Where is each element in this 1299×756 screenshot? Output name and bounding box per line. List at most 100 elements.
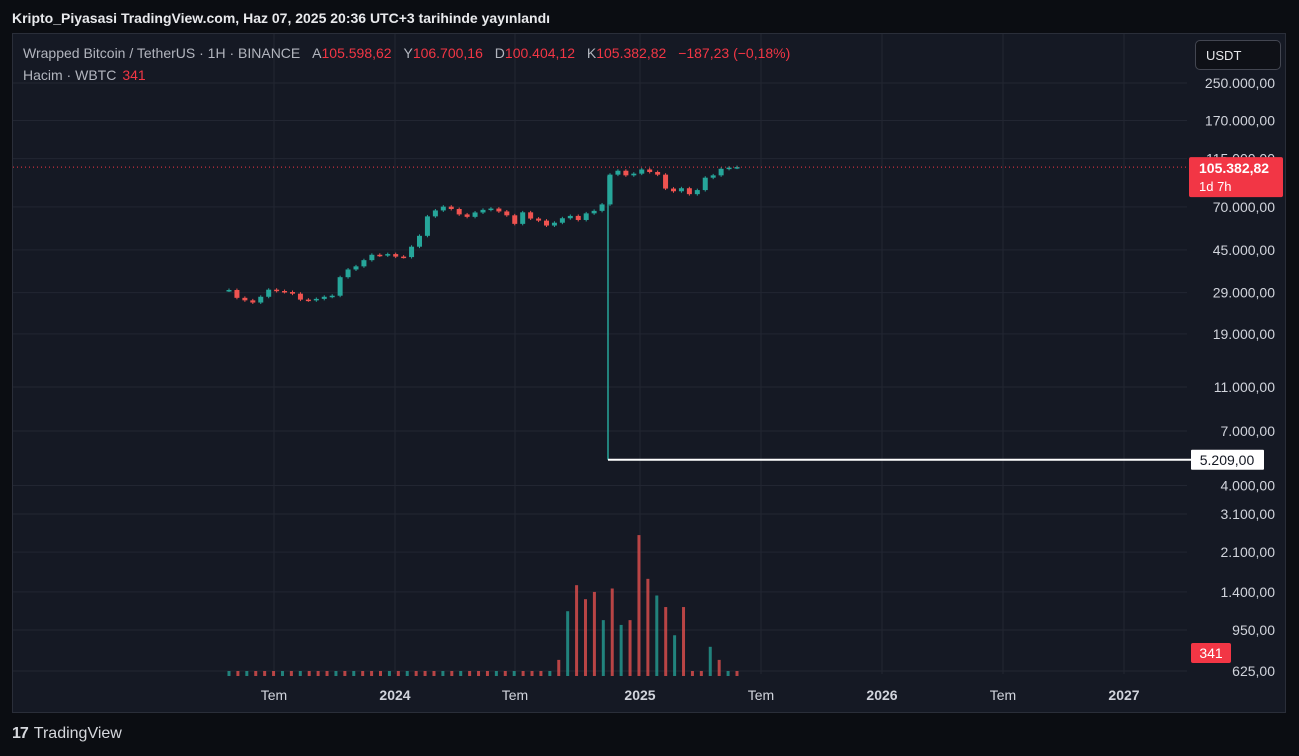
y-tick-label: 170.000,00	[1205, 113, 1275, 129]
volume-bar	[619, 624, 623, 676]
candle-body	[472, 212, 478, 217]
candle-body	[393, 254, 399, 257]
x-tick-label: Tem	[990, 687, 1016, 703]
candle-body	[297, 293, 303, 300]
volume-bar	[664, 607, 668, 676]
candle-body	[599, 204, 605, 211]
candle-body	[663, 174, 669, 189]
volume-bar	[628, 620, 632, 676]
candle-body	[488, 208, 494, 211]
volume-label[interactable]: Hacim · WBTC	[23, 67, 117, 83]
volume-bar	[334, 671, 338, 676]
x-tick-label: Tem	[261, 687, 287, 703]
chart-pane[interactable]: 250.000,00170.000,00115.000,0070.000,004…	[12, 33, 1286, 713]
y-tick-label: 19.000,00	[1213, 326, 1275, 342]
volume-bar	[263, 671, 267, 676]
volume-bar	[289, 671, 293, 676]
volume-bar	[245, 671, 249, 676]
volume-bar	[477, 671, 481, 676]
volume-bar	[726, 671, 730, 676]
chart-canvas[interactable]: 250.000,00170.000,00115.000,0070.000,004…	[13, 34, 1285, 712]
candle-body	[583, 213, 589, 220]
x-tick-label: 2024	[379, 687, 410, 703]
volume-badge	[1191, 643, 1231, 663]
volume-bar	[272, 671, 276, 676]
y-tick-label: 7.000,00	[1221, 423, 1276, 439]
candle-body	[266, 289, 272, 297]
y-tick-label: 950,00	[1232, 622, 1275, 638]
y-tick-label: 45.000,00	[1213, 242, 1275, 258]
tradingview-brand[interactable]: 17 TradingView	[12, 725, 122, 743]
x-tick-label: 2027	[1108, 687, 1139, 703]
volume-bar	[717, 659, 721, 676]
y-tick-label: 250.000,00	[1205, 75, 1275, 91]
candle-body	[551, 222, 557, 226]
candle-body	[329, 295, 335, 298]
candle-body	[258, 296, 264, 303]
volume-bar	[548, 671, 552, 676]
candle-body	[385, 254, 391, 256]
candle-body	[678, 188, 684, 192]
candle-body	[655, 171, 661, 175]
volume-bar	[254, 671, 258, 676]
grid-lines	[13, 34, 1187, 674]
candle-body	[718, 168, 724, 176]
candle-body	[694, 190, 700, 195]
low-value: 100.404,12	[504, 45, 575, 61]
brand-name: TradingView	[33, 725, 122, 742]
volume-bar	[459, 671, 463, 676]
candle-body	[504, 211, 510, 216]
volume-bar	[370, 671, 374, 676]
volume-badge-value: 341	[1199, 645, 1223, 661]
candle-body	[321, 296, 327, 299]
candle-body	[448, 206, 454, 210]
volume-bar	[503, 671, 507, 676]
volume-bar	[485, 671, 489, 676]
candle-body	[440, 206, 446, 211]
published-header: Kripto_Piyasasi TradingView.com, Haz 07,…	[12, 10, 551, 26]
candle-body	[401, 256, 407, 259]
volume-bar	[307, 671, 311, 676]
volume-bar	[280, 671, 284, 676]
volume-bar	[405, 671, 409, 676]
volume-bar	[521, 671, 525, 676]
volume-bar	[539, 671, 543, 676]
candle-body	[417, 235, 422, 247]
volume-bar	[379, 671, 383, 676]
candle-body	[734, 167, 740, 169]
open-label: A	[312, 45, 322, 61]
volume-bar	[583, 599, 587, 676]
candle-body	[591, 210, 597, 214]
candle-body	[726, 167, 732, 170]
volume-bar	[610, 588, 614, 676]
horizontal-line-label-box	[1191, 449, 1264, 470]
horizontal-line-label: 5.209,00	[1200, 452, 1255, 468]
symbol-title[interactable]: Wrapped Bitcoin / TetherUS · 1H · BINANC…	[23, 45, 301, 61]
volume-bar	[690, 671, 694, 676]
x-tick-label: 2026	[866, 687, 897, 703]
candle-body	[226, 290, 232, 292]
candle-body	[512, 215, 518, 224]
candle-body	[361, 260, 367, 267]
currency-button[interactable]: USDT	[1195, 40, 1281, 70]
change-value: −187,23 (−0,18%)	[678, 45, 791, 61]
candle-body	[615, 170, 621, 175]
volume-bar	[423, 671, 427, 676]
candle-body	[686, 188, 692, 195]
candle-body	[345, 269, 351, 278]
volume-legend: Hacim · WBTC 341	[23, 67, 146, 83]
y-tick-label: 29.000,00	[1213, 285, 1275, 301]
volume-bar	[352, 671, 356, 676]
candle-body	[536, 218, 542, 221]
x-tick-label: 2025	[624, 687, 655, 703]
volume-bar	[557, 659, 561, 676]
candle-body	[250, 300, 256, 303]
candle-body	[575, 215, 581, 220]
volume-bars	[227, 535, 739, 676]
candles	[226, 165, 740, 305]
candle-body	[377, 254, 383, 257]
volume-bar	[432, 671, 436, 676]
volume-bar	[735, 671, 739, 676]
candle-body	[353, 266, 359, 270]
y-tick-label: 2.100,00	[1221, 544, 1276, 560]
